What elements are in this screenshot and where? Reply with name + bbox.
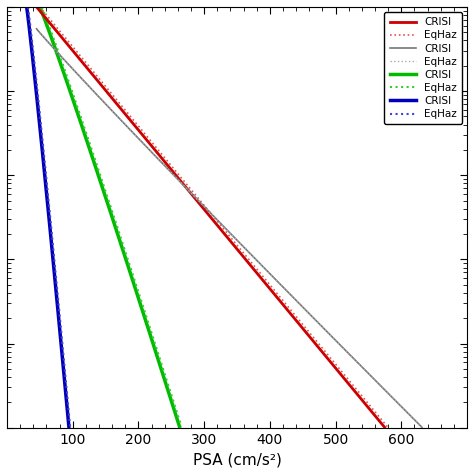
EqHaz: [55, 25, 60, 31]
CRISI: [37, 127, 43, 132]
CRISI: [290, 313, 295, 319]
EqHaz: [48, 218, 54, 223]
EqHaz: [67, 423, 73, 429]
EqHaz: [419, 424, 424, 430]
CRISI: [37, 30, 43, 36]
Line: CRISI: CRISI: [36, 29, 422, 427]
EqHaz: [356, 390, 362, 396]
EqHaz: [72, 95, 77, 100]
Line: EqHaz: EqHaz: [28, 7, 70, 426]
CRISI: [155, 155, 160, 161]
EqHaz: [285, 289, 291, 295]
EqHaz: [109, 108, 115, 113]
CRISI: [150, 342, 156, 347]
EqHaz: [385, 424, 391, 430]
CRISI: [24, 4, 29, 10]
CRISI: [382, 424, 387, 430]
CRISI: [320, 325, 326, 331]
EqHaz: [71, 46, 77, 51]
EqHaz: [52, 39, 58, 45]
Line: CRISI: CRISI: [27, 7, 69, 426]
EqHaz: [293, 313, 299, 319]
EqHaz: [37, 29, 43, 35]
EqHaz: [381, 419, 386, 425]
CRISI: [46, 214, 52, 220]
CRISI: [28, 39, 34, 45]
EqHaz: [25, 4, 31, 10]
Line: CRISI: CRISI: [36, 7, 384, 427]
CRISI: [41, 166, 47, 172]
EqHaz: [39, 127, 45, 132]
CRISI: [109, 213, 115, 219]
CRISI: [65, 82, 71, 88]
EqHaz: [47, 214, 53, 220]
CRISI: [135, 292, 140, 298]
Line: EqHaz: EqHaz: [42, 7, 182, 427]
EqHaz: [37, 4, 43, 10]
Legend: CRISI, EqHaz, CRISI, EqHaz, CRISI, EqHaz, CRISI, EqHaz: CRISI, EqHaz, CRISI, EqHaz, CRISI, EqHaz…: [384, 12, 462, 125]
CRISI: [349, 355, 355, 360]
CRISI: [37, 4, 43, 10]
EqHaz: [43, 166, 48, 172]
EqHaz: [153, 342, 158, 347]
Line: CRISI: CRISI: [40, 7, 180, 427]
CRISI: [68, 46, 73, 51]
Line: EqHaz: EqHaz: [40, 32, 421, 427]
EqHaz: [238, 241, 244, 247]
CRISI: [70, 95, 75, 100]
EqHaz: [137, 292, 142, 298]
EqHaz: [39, 4, 45, 10]
CRISI: [34, 26, 39, 32]
CRISI: [46, 218, 52, 223]
CRISI: [344, 379, 350, 384]
EqHaz: [301, 305, 306, 311]
CRISI: [177, 424, 182, 429]
EqHaz: [36, 106, 42, 111]
CRISI: [353, 390, 359, 396]
CRISI: [35, 106, 41, 111]
CRISI: [419, 424, 425, 430]
Line: EqHaz: EqHaz: [40, 7, 388, 427]
EqHaz: [179, 424, 184, 429]
CRISI: [273, 276, 278, 282]
CRISI: [377, 419, 383, 425]
EqHaz: [29, 39, 35, 45]
EqHaz: [347, 379, 353, 384]
CRISI: [51, 25, 57, 31]
EqHaz: [300, 304, 305, 310]
EqHaz: [67, 82, 73, 88]
CRISI: [66, 423, 72, 429]
CRISI: [50, 39, 56, 45]
EqHaz: [267, 271, 273, 277]
EqHaz: [111, 213, 117, 219]
CRISI: [310, 314, 315, 319]
CRISI: [34, 4, 39, 10]
X-axis label: PSA (cm/s²): PSA (cm/s²): [192, 452, 282, 467]
